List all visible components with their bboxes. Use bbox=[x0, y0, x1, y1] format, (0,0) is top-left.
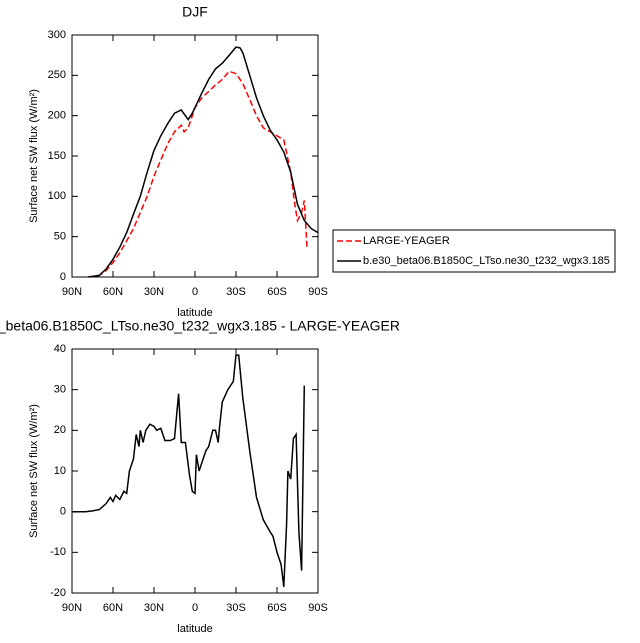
y-tick-label: 30 bbox=[54, 384, 66, 396]
legend-box bbox=[332, 229, 616, 273]
y-axis-label: Surface net SW flux (W/m²) bbox=[28, 404, 40, 538]
plot-frame bbox=[71, 348, 319, 594]
y-tick-label: 20 bbox=[54, 424, 66, 436]
x-tick-label: 30N bbox=[144, 286, 164, 298]
x-tick-label: 0 bbox=[192, 286, 198, 298]
data-line bbox=[88, 46, 319, 278]
x-tick-label: 60S bbox=[267, 286, 287, 298]
x-tick-label: 90N bbox=[62, 286, 82, 298]
y-axis-label: Surface net SW flux (W/m²) bbox=[28, 89, 40, 223]
x-tick-label: 60N bbox=[103, 286, 123, 298]
plot-frame bbox=[71, 34, 319, 278]
y-tick-label: 40 bbox=[54, 343, 66, 355]
y-tick-label: 50 bbox=[54, 231, 66, 243]
x-tick-label: 30S bbox=[226, 602, 246, 614]
chart-title: DJF bbox=[182, 4, 208, 20]
x-tick-label: 0 bbox=[192, 602, 198, 614]
x-tick-label: 90N bbox=[62, 602, 82, 614]
y-tick-label: 100 bbox=[48, 190, 66, 202]
x-tick-label: 60N bbox=[103, 602, 123, 614]
legend-label: LARGE-YEAGER bbox=[363, 235, 450, 247]
y-tick-label: 0 bbox=[60, 271, 66, 283]
y-tick-label: 150 bbox=[48, 150, 66, 162]
legend-label: b.e30_beta06.B1850C_LTso.ne30_t232_wgx3.… bbox=[363, 255, 610, 267]
data-line bbox=[72, 354, 306, 587]
x-tick-label: 30S bbox=[226, 286, 246, 298]
x-axis-label: latitude bbox=[177, 623, 212, 635]
y-tick-label: 300 bbox=[48, 29, 66, 41]
y-tick-label: 250 bbox=[48, 69, 66, 81]
x-tick-label: 60S bbox=[267, 602, 287, 614]
x-tick-label: 90S bbox=[308, 286, 328, 298]
y-tick-label: -10 bbox=[50, 546, 66, 558]
y-tick-label: -20 bbox=[50, 587, 66, 599]
y-tick-label: 0 bbox=[60, 506, 66, 518]
y-tick-label: 200 bbox=[48, 110, 66, 122]
x-tick-label: 30N bbox=[144, 602, 164, 614]
chart-title: 0_beta06.B1850C_LTso.ne30_t232_wgx3.185 … bbox=[0, 318, 400, 334]
data-line bbox=[88, 70, 308, 278]
y-tick-label: 10 bbox=[54, 465, 66, 477]
x-axis-label: latitude bbox=[177, 307, 212, 319]
x-tick-label: 90S bbox=[308, 602, 328, 614]
